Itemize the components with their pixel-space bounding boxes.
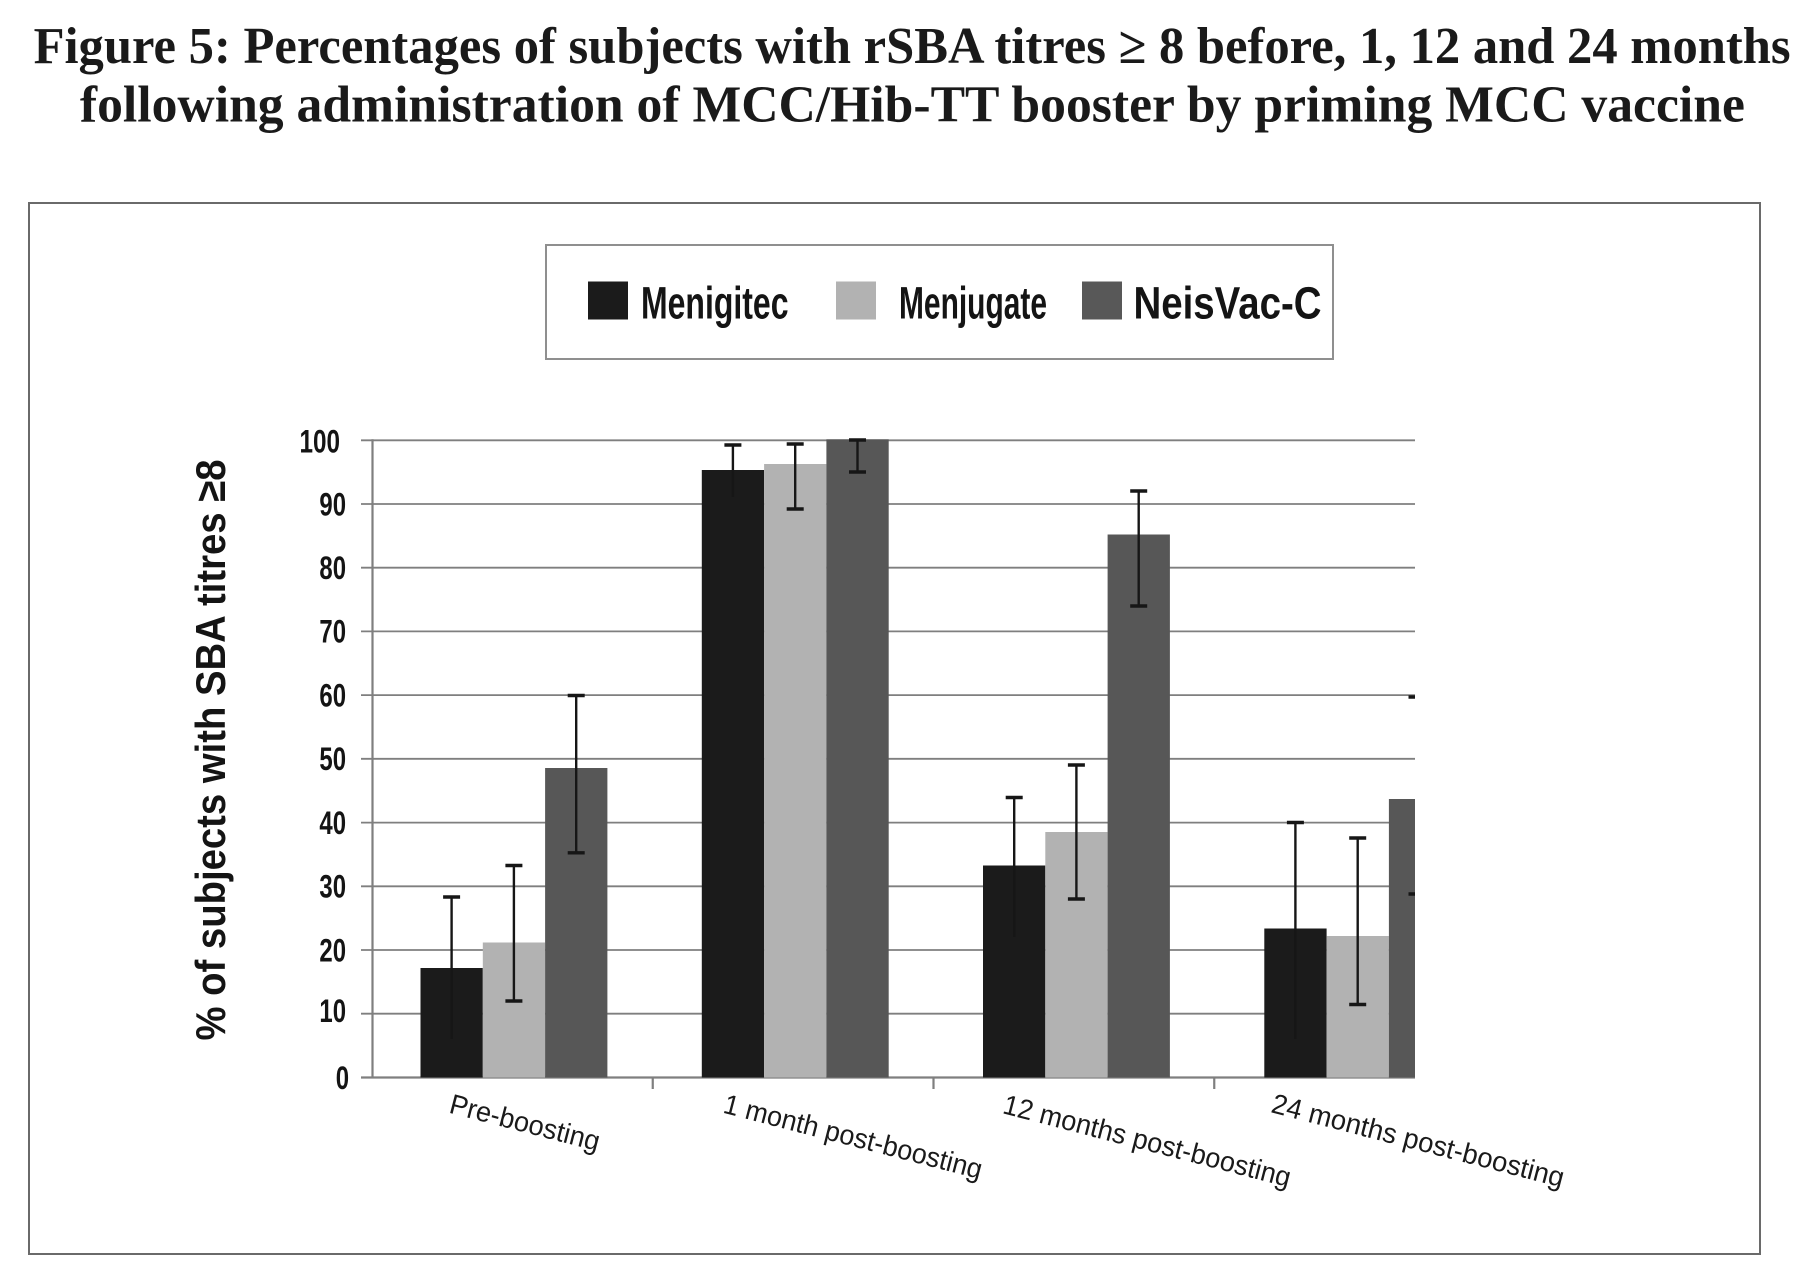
svg-text:Menigitec: Menigitec <box>641 278 789 329</box>
svg-text:60: 60 <box>319 677 346 713</box>
svg-text:% of subjects with SBA titres: % of subjects with SBA titres ≥8 <box>187 460 234 1041</box>
svg-text:90: 90 <box>319 486 346 522</box>
svg-text:Menjugate: Menjugate <box>899 278 1047 329</box>
svg-text:50: 50 <box>319 741 346 777</box>
svg-text:100: 100 <box>300 424 341 460</box>
svg-text:40: 40 <box>319 805 346 841</box>
svg-text:0: 0 <box>336 1060 349 1096</box>
svg-text:80: 80 <box>319 550 346 586</box>
svg-text:30: 30 <box>319 869 346 905</box>
svg-text:20: 20 <box>319 932 346 968</box>
svg-text:10: 10 <box>319 993 346 1029</box>
svg-text:Figure 5: Percentages of subje: Figure 5: Percentages of subjects with r… <box>34 18 1791 75</box>
svg-text:70: 70 <box>319 614 346 650</box>
svg-text:NeisVac-C: NeisVac-C <box>1134 278 1322 329</box>
svg-text:following administration of MC: following administration of MCC/Hib-TT b… <box>80 76 1745 133</box>
